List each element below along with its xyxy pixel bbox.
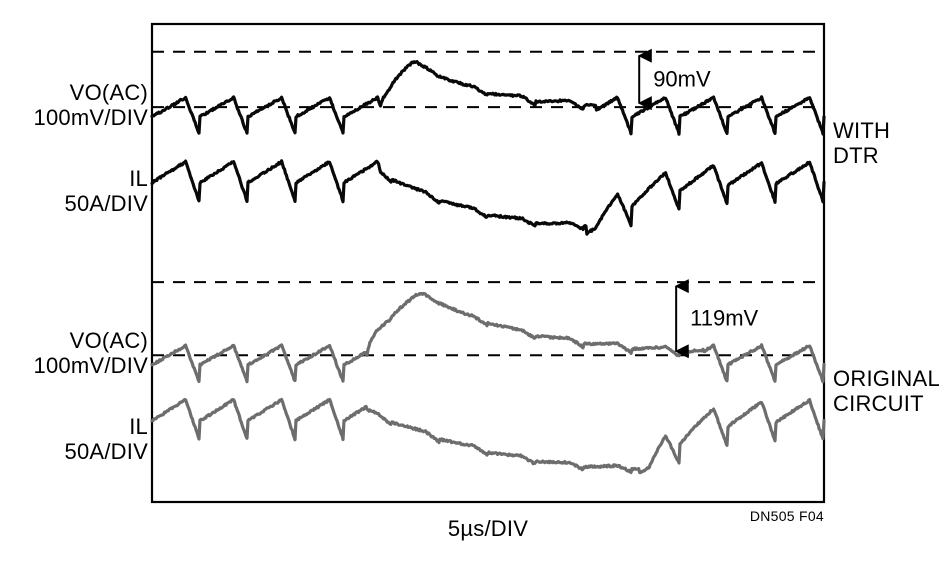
- svg-text:119mV: 119mV: [690, 306, 758, 331]
- trace-label-il-top: IL 50A/DIV: [18, 166, 148, 217]
- svg-text:90mV: 90mV: [653, 66, 711, 91]
- trace-label-vo-top: VO(AC) 100mV/DIV: [18, 80, 148, 131]
- figure-source-tag: DN505 F04: [724, 508, 824, 524]
- group-label-original-circuit: ORIGINAL CIRCUIT: [833, 366, 940, 417]
- trace-label-il-bot: IL 50A/DIV: [18, 414, 148, 465]
- trace-label-vo-bot: VO(AC) 100mV/DIV: [18, 328, 148, 379]
- group-label-with-dtr: WITH DTR: [833, 118, 940, 169]
- oscilloscope-figure: 90mV 119mV VO(AC) 100mV/DIV IL 50A/DIV VO…: [0, 0, 940, 572]
